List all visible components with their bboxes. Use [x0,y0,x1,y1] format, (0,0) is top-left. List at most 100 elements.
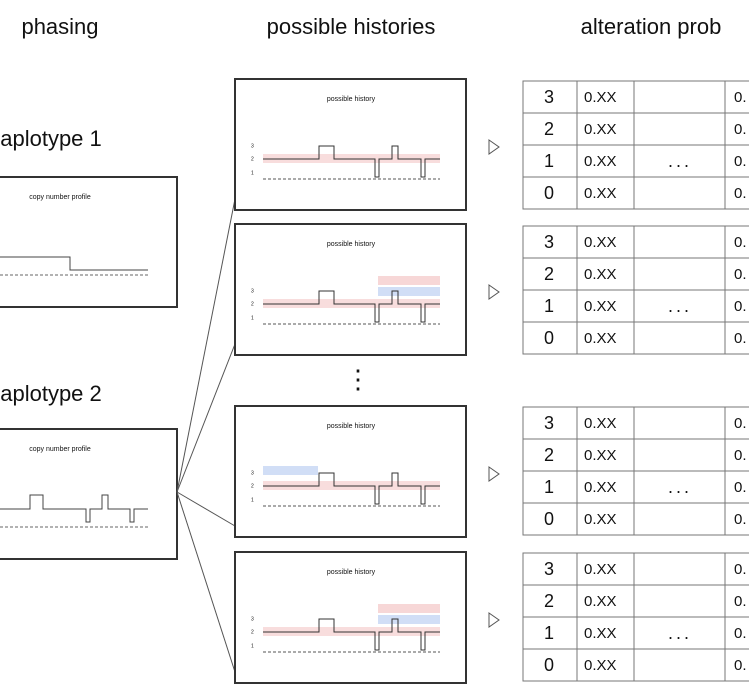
table-cell [633,616,726,650]
triangle [488,284,500,300]
prob-label: 0.XX [584,511,617,528]
table-cell [633,112,726,146]
table-cell [576,584,635,618]
prob-label: 0.XX [584,266,617,283]
prob-label-cropped: 0. [734,234,747,251]
state-label: 1 [544,296,554,316]
axis-label: 2 [251,483,254,489]
haplotype-label: haplotype 2 [0,381,102,406]
triangle [488,466,500,482]
table-cell [576,648,635,682]
table-cell [576,552,635,586]
prob-label: 0.XX [584,121,617,138]
history-line [263,472,440,505]
prob-label-cropped: 0. [734,266,747,283]
prob-label: 0.XX [584,657,617,674]
axis-label: 3 [251,470,254,476]
table-cell [633,648,726,682]
table-cell [576,616,635,650]
header-prob: alteration prob [581,14,722,39]
axis-label: 1 [251,643,254,649]
profile-title: copy number profile [29,446,91,453]
haplotype-label: haplotype 1 [0,126,102,151]
ellipsis: ... [668,151,692,171]
table-cell [724,144,749,178]
profile-line [0,494,148,523]
prob-label-cropped: 0. [734,298,747,315]
axis-label: 2 [251,301,254,307]
table-cell [576,112,635,146]
table-cell [522,80,578,114]
band-loss [378,615,440,624]
prob-label: 0.XX [584,298,617,315]
prob-label: 0.XX [584,185,617,202]
prob-label-cropped: 0. [734,479,747,496]
table-cell [633,321,726,355]
prob-label-cropped: 0. [734,185,747,202]
profile-line [0,256,148,271]
table-cell [522,112,578,146]
table-cell [724,176,749,210]
table-cell [522,438,578,472]
prob-label-cropped: 0. [734,511,747,528]
table-cell [522,321,578,355]
band-loss [263,466,318,475]
band-gain [378,276,440,285]
state-label: 2 [544,119,554,139]
prob-label-cropped: 0. [734,153,747,170]
table-cell [633,80,726,114]
table-cell [633,406,726,440]
prob-label-cropped: 0. [734,625,747,642]
history-title: possible history [327,96,376,103]
prob-label-cropped: 0. [734,657,747,674]
table-cell [724,406,749,440]
table-cell [576,257,635,291]
prob-label: 0.XX [584,625,617,642]
header-histories: possible histories [267,14,436,39]
history-line [263,145,440,178]
axis-label: 3 [251,143,254,149]
table-cell [633,289,726,323]
prob-label-cropped: 0. [734,561,747,578]
header-phasing: phasing [21,14,98,39]
profile-box [0,176,178,308]
history-title: possible history [327,569,376,576]
table-cell [522,584,578,618]
table-cell [633,470,726,504]
table-cell [522,616,578,650]
table-cell [724,584,749,618]
band-gain [378,604,440,613]
triangle [488,139,500,155]
ellipsis: ... [668,623,692,643]
state-label: 1 [544,151,554,171]
ellipsis: ... [668,477,692,497]
history-box [234,78,467,211]
prob-label: 0.XX [584,234,617,251]
prob-label-cropped: 0. [734,330,747,347]
axis-label: 2 [251,629,254,635]
table-cell [522,470,578,504]
prob-label: 0.XX [584,479,617,496]
history-title: possible history [327,423,376,430]
axis-label: 3 [251,288,254,294]
table-cell [724,648,749,682]
history-title: possible history [327,241,376,248]
table-cell [633,225,726,259]
prob-label: 0.XX [584,447,617,464]
state-label: 3 [544,87,554,107]
profile-title: copy number profile [29,194,91,201]
table-cell [633,144,726,178]
axis-label: 1 [251,315,254,321]
state-label: 2 [544,264,554,284]
table-cell [522,289,578,323]
prob-label: 0.XX [584,415,617,432]
state-label: 0 [544,509,554,529]
prob-label-cropped: 0. [734,447,747,464]
axis-label: 3 [251,616,254,622]
connector [176,491,236,673]
band-loss [378,287,440,296]
prob-label: 0.XX [584,153,617,170]
prob-label-cropped: 0. [734,89,747,106]
table-cell [576,406,635,440]
